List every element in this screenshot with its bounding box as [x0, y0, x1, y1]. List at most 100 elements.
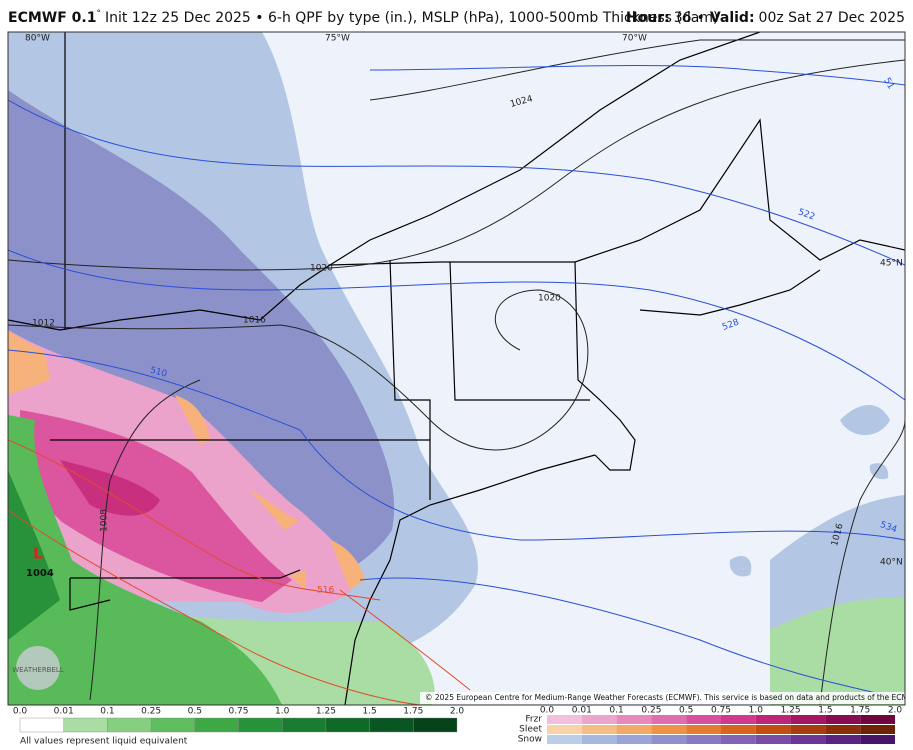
hour: 36 [674, 10, 692, 26]
freezing-rain-max [60, 460, 160, 516]
low-pressure-marker: L [33, 544, 43, 563]
rain-tick-label: 0.01 [54, 707, 74, 717]
logo-badge [16, 646, 60, 690]
legend: All values represent liquid equivalent 0… [13, 706, 903, 747]
type-label: Frzr [525, 715, 542, 725]
type-swatch [825, 725, 861, 734]
degree: ° [96, 9, 101, 19]
latitude-label: 40°N [880, 558, 903, 568]
type-swatch [581, 735, 617, 744]
type-swatch [755, 715, 791, 724]
rain-swatch [107, 717, 152, 733]
rain-tick-label: 2.0 [450, 707, 465, 717]
type-swatch [721, 735, 756, 744]
type-swatch [547, 735, 582, 744]
rain-swatch [282, 717, 327, 733]
type-swatch [547, 725, 582, 734]
freezing-rain-heavy [20, 410, 292, 602]
type-swatch [686, 725, 721, 734]
type-swatch [860, 715, 895, 724]
valid-label: Valid: [710, 10, 755, 26]
type-swatch [825, 715, 861, 724]
rain-moderate [8, 415, 282, 705]
type-tick-label: 0.1 [609, 706, 623, 716]
rain-tick-label: 1.75 [403, 707, 423, 717]
type-tick-label: 1.75 [850, 706, 870, 716]
type-swatch [755, 735, 791, 744]
logo: WEATHERBELL [12, 666, 64, 674]
valid: 00z Sat 27 Dec 2025 [759, 10, 905, 26]
type-swatch [721, 725, 756, 734]
type-swatch [616, 735, 652, 744]
rain-swatch [325, 717, 370, 733]
latitude-label: 45°N [880, 259, 903, 269]
thickness-label: 516 [317, 586, 334, 596]
sleet [8, 330, 365, 590]
type-swatch [686, 735, 721, 744]
type-tick-label: 1.25 [781, 706, 801, 716]
type-swatch [721, 715, 756, 724]
valid-info: Hour: 36 • Valid: 00z Sat 27 Dec 2025 [626, 10, 905, 26]
rain-light [100, 597, 905, 705]
rain-heavy [8, 470, 60, 640]
copyright-backdrop [420, 692, 905, 704]
type-swatch [651, 715, 687, 724]
type-swatch [790, 715, 826, 724]
type-swatch [616, 715, 652, 724]
rain-swatch [413, 717, 458, 733]
type-swatch [790, 725, 826, 734]
copyright: © 2025 European Centre for Medium-Range … [425, 693, 913, 702]
type-swatch [686, 715, 721, 724]
isobar-label: 1008 [100, 509, 110, 532]
title: ECMWF 0.1° Init 12z 25 Dec 2025 • 6-h QPF… [8, 9, 718, 27]
thickness-lines-warm [8, 439, 471, 705]
type-tick-label: 1.5 [818, 706, 832, 716]
header: ECMWF 0.1° Init 12z 25 Dec 2025 • 6-h QPF… [8, 9, 905, 27]
type-swatch [755, 725, 791, 734]
model: ECMWF 0.1 [8, 10, 96, 26]
isobar-label: 1016 [243, 316, 266, 326]
longitude-label: 80°W [25, 34, 50, 44]
rain-swatch [194, 717, 239, 733]
thickness-label: 51 [881, 76, 895, 91]
rain-swatch [63, 717, 108, 733]
rain-tick-label: 0.1 [100, 707, 114, 717]
coastlines [8, 32, 905, 705]
rain-swatch [369, 717, 414, 733]
separator: • [697, 10, 705, 26]
rain-swatch [238, 717, 283, 733]
type-swatch [651, 735, 687, 744]
type-tick-label: 0.01 [572, 706, 592, 716]
type-swatch [616, 725, 652, 734]
longitude-label: 75°W [325, 34, 350, 44]
type-swatch [547, 715, 582, 724]
hour-label: Hour: [626, 10, 670, 26]
rain-tick-label: 0.5 [188, 707, 202, 717]
isobars [8, 39, 905, 705]
type-tick-label: 0.25 [641, 706, 661, 716]
type-swatch [860, 725, 895, 734]
map-frame [7, 31, 906, 706]
type-tick-label: 1.0 [749, 706, 764, 716]
isobar-label: 1020 [538, 294, 561, 304]
rain-tick-label: 1.0 [275, 707, 290, 717]
thickness-lines [8, 65, 905, 701]
type-label: Sleet [519, 725, 542, 735]
rain-swatch [150, 717, 196, 733]
type-swatch [581, 725, 617, 734]
type-tick-label: 0.75 [711, 706, 731, 716]
snow-offshore [729, 405, 905, 640]
longitude-label: 70°W [622, 34, 647, 44]
rain-tick-label: 1.5 [362, 707, 376, 717]
rain-tick-label: 0.0 [13, 707, 28, 717]
map: 80°W 75°W 70°W 45°N 40°N 1024 1020 1020 … [7, 31, 913, 706]
type-swatch [790, 735, 826, 744]
type-swatch [825, 735, 861, 744]
type-tick-label: 0.5 [679, 706, 693, 716]
rain-tick-label: 0.75 [228, 707, 248, 717]
rain-tick-label: 0.25 [141, 707, 161, 717]
type-swatch [860, 735, 895, 744]
type-swatch [651, 725, 687, 734]
type-label: Snow [518, 735, 542, 745]
